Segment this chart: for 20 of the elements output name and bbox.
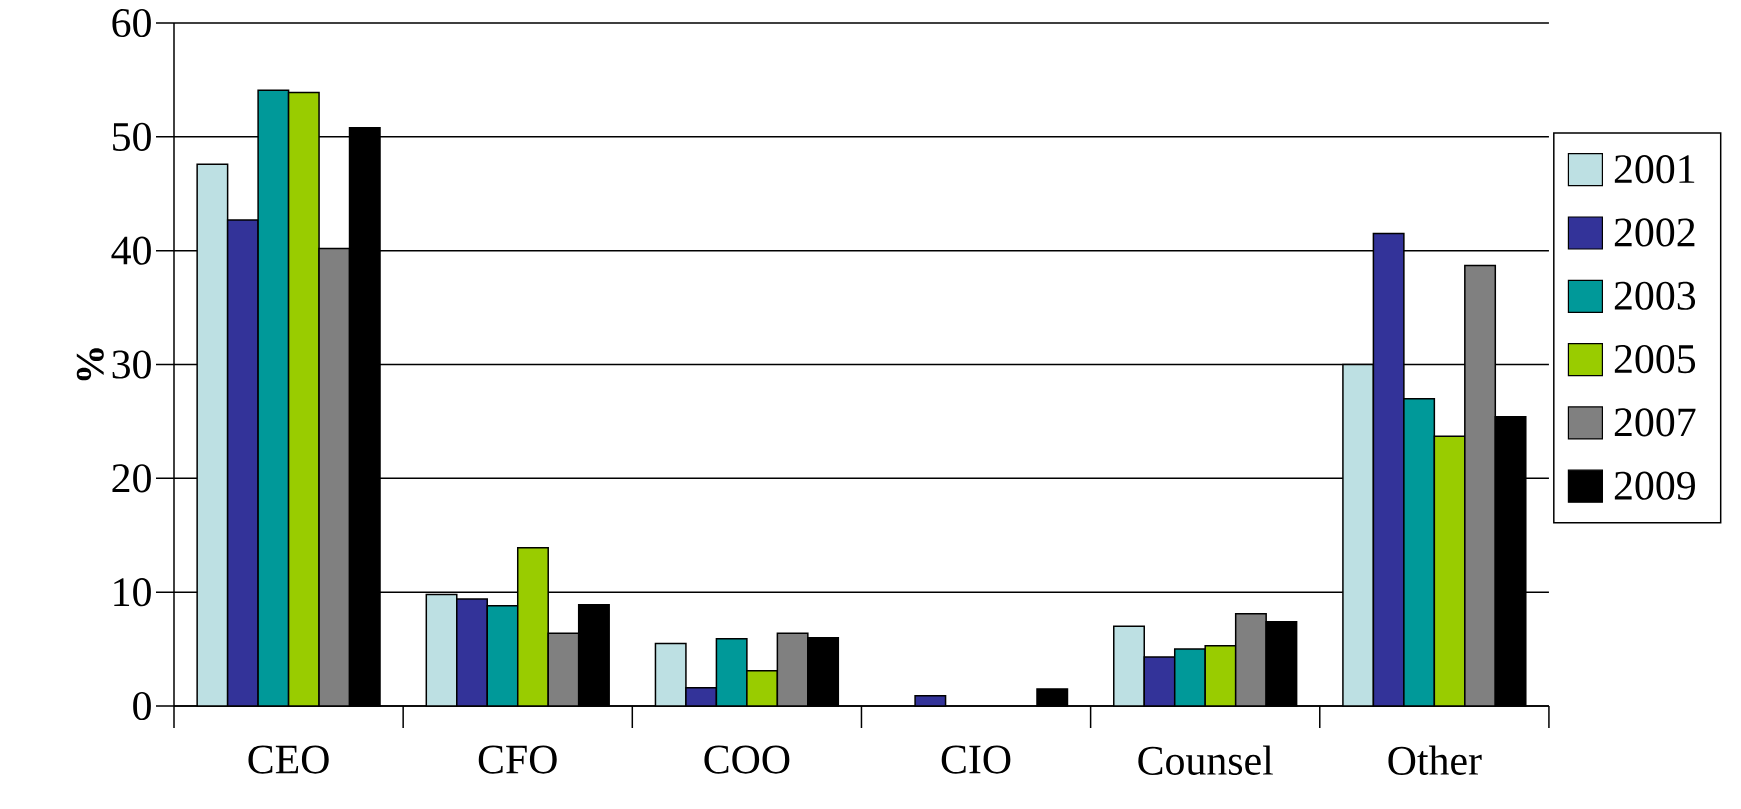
y-tick-label: 40 [111,236,151,265]
legend-label: 2007 [1614,408,1696,437]
y-axis-title: % [76,348,104,381]
x-tick-label: CIO [941,745,1011,774]
y-tick-label: 60 [112,8,151,38]
legend-label: 2003 [1614,281,1696,310]
y-tick-label: 20 [112,464,151,493]
x-tick-label: CFO [478,745,557,774]
y-tick-label: 10 [114,578,151,607]
y-tick-label: 30 [112,350,151,379]
x-tick-label: CEO [248,745,329,774]
x-tick-label: Counsel [1138,745,1273,775]
legend-label: 2001 [1614,155,1695,184]
y-tick-label: 50 [113,122,151,151]
legend-label: 2002 [1614,218,1695,247]
legend-label: 2005 [1614,344,1696,374]
legend-label: 2009 [1614,471,1695,500]
x-tick-label: Other [1388,745,1482,775]
y-tick-label: 0 [133,691,151,721]
x-tick-label: COO [704,745,790,774]
